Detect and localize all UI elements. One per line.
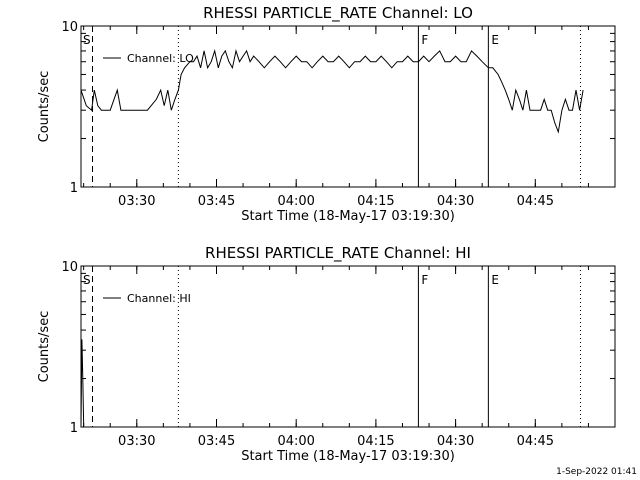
- chart-title: RHESSI PARTICLE_RATE Channel: LO: [203, 4, 473, 23]
- x-tick-label: 04:30: [437, 434, 474, 449]
- legend-label: Channel: LO: [127, 52, 194, 65]
- x-tick-label: 04:45: [517, 434, 554, 449]
- x-tick-label: 04:30: [437, 194, 474, 209]
- plot-frame: [80, 265, 616, 428]
- x-tick-label: 04:45: [517, 194, 554, 209]
- panel-hi: RHESSI PARTICLE_RATE Channel: HI 03:30 03:…: [37, 244, 616, 464]
- series-line-0: [80, 339, 85, 428]
- x-tick-label: 03:30: [118, 434, 155, 449]
- chart-title: RHESSI PARTICLE_RATE Channel: HI: [205, 244, 471, 263]
- x-tick-label: 03:30: [118, 194, 155, 209]
- event-marker-label: E: [491, 33, 499, 47]
- y-tick-label: 1: [70, 181, 78, 196]
- event-marker-label: F: [421, 273, 428, 287]
- x-tick-label: 04:00: [277, 194, 314, 209]
- x-tick-label: 03:45: [198, 194, 235, 209]
- x-axis-label: Start Time (18-May-17 03:19:30): [241, 449, 455, 464]
- event-marker-label: F: [421, 33, 428, 47]
- x-tick-label: 04:15: [357, 194, 394, 209]
- plot-frame: [80, 25, 616, 188]
- panel-lo: RHESSI PARTICLE_RATE Channel: LO 03:30 03:…: [37, 4, 616, 224]
- y-tick-label: 10: [61, 20, 78, 35]
- y-tick-label: 1: [70, 421, 78, 436]
- x-tick-label: 04:00: [277, 434, 314, 449]
- y-axis-label: Counts/sec: [37, 71, 52, 143]
- x-tick-label: 04:15: [357, 434, 394, 449]
- event-marker-label: E: [491, 273, 499, 287]
- series-line-0: [80, 48, 584, 134]
- x-axis-label: Start Time (18-May-17 03:19:30): [241, 209, 455, 224]
- legend-label: Channel: HI: [127, 292, 191, 305]
- y-axis-label: Counts/sec: [37, 311, 52, 383]
- y-tick-label: 10: [61, 260, 78, 275]
- event-marker-label: S: [83, 273, 91, 287]
- x-tick-label: 03:45: [198, 434, 235, 449]
- event-marker-label: S: [83, 33, 91, 47]
- footer-timestamp: 1-Sep-2022 01:41: [556, 467, 637, 477]
